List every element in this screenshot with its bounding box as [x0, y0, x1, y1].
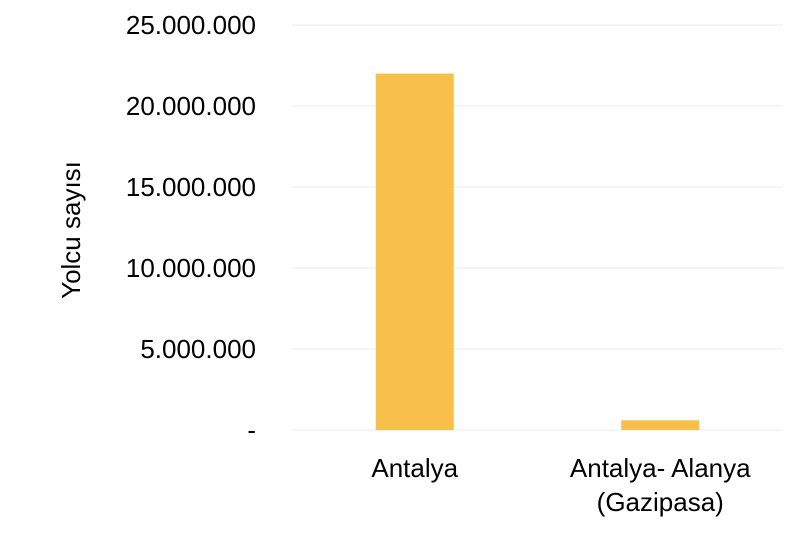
bar [621, 420, 700, 430]
y-tick-label: - [247, 415, 256, 445]
gridlines [292, 24, 783, 431]
y-axis-title: Yolcu sayısı [56, 161, 86, 299]
y-tick-label: 20.000.000 [126, 91, 256, 121]
y-tick-label: 25.000.000 [126, 10, 256, 40]
bars [375, 73, 700, 430]
bar [375, 73, 454, 430]
y-tick-labels: - 5.000.000 10.000.000 15.000.000 20.000.000… [126, 10, 256, 445]
y-tick-label: 10.000.000 [126, 253, 256, 283]
x-category-label: Antalya- Alanya (Gazipasa) [570, 453, 751, 517]
x-category-label: Antalya [371, 453, 458, 483]
x-category-labels: Antalya Antalya- Alanya (Gazipasa) [371, 453, 751, 517]
y-tick-label: 15.000.000 [126, 172, 256, 202]
y-tick-label: 5.000.000 [140, 334, 256, 364]
